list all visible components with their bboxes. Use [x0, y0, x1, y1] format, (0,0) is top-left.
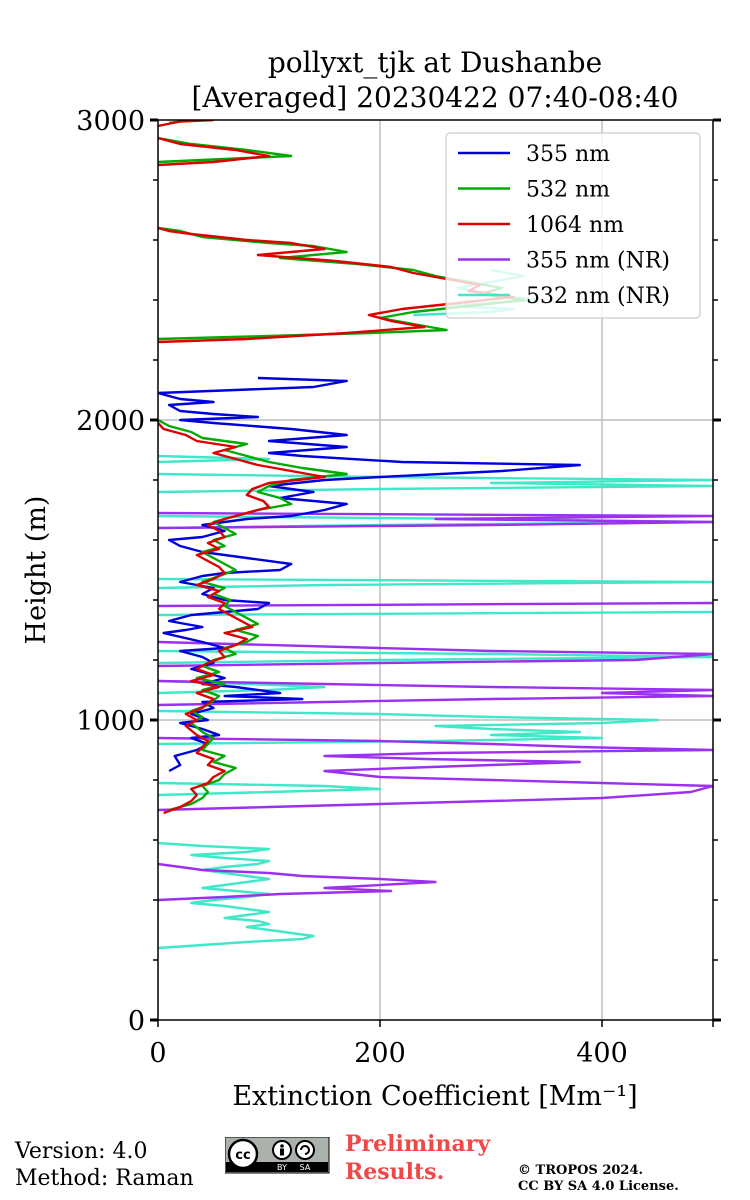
preliminary-notice-line1: Preliminary	[345, 1131, 491, 1157]
y-tick-label: 3000	[76, 106, 145, 137]
legend-label: 532 nm (NR)	[526, 284, 670, 309]
series-line-355-nm-nr	[158, 511, 713, 902]
svg-text:BY: BY	[277, 1163, 287, 1172]
method-label: Method: Raman	[15, 1166, 194, 1191]
series-line-355-nm	[158, 376, 581, 773]
x-axis-label: Extinction Coefficient [Mm⁻¹]	[232, 1081, 637, 1112]
legend-box	[445, 132, 701, 319]
legend-label: 1064 nm	[526, 213, 624, 238]
series-line-532-nm-nr	[158, 268, 713, 950]
x-tick-label: 400	[576, 1038, 628, 1069]
copyright-line2: CC BY SA 4.0 License.	[518, 1179, 679, 1194]
y-axis-label: Height (m)	[21, 496, 52, 645]
svg-text:cc: cc	[235, 1148, 250, 1163]
chart-title: pollyxt_tjk at Dushanbe	[268, 46, 602, 79]
legend-label: 355 nm (NR)	[526, 249, 670, 274]
tick-layer: 0 200 400 0 1000 2000 3000	[76, 106, 721, 1069]
version-label: Version: 4.0	[15, 1139, 148, 1164]
svg-text:SA: SA	[300, 1163, 311, 1172]
legend-label: 532 nm	[526, 178, 610, 203]
plot-frame	[157, 119, 714, 1021]
x-tick-label: 0	[149, 1038, 166, 1069]
chart-subtitle: [Averaged] 20230422 07:40-08:40	[192, 81, 679, 114]
sa-sharealike-icon	[295, 1140, 315, 1160]
legend-label: 355 nm	[526, 142, 610, 167]
y-tick-label: 2000	[76, 406, 145, 437]
copyright-line1: © TROPOS 2024.	[518, 1163, 644, 1178]
preliminary-notice-line2: Results.	[345, 1159, 445, 1185]
cc-icon	[227, 1138, 259, 1170]
y-tick-label: 1000	[76, 706, 145, 737]
cc-by-sa-license-icon: cc BY SA	[225, 1137, 330, 1174]
x-tick-label: 200	[354, 1038, 406, 1069]
y-tick-label: 0	[128, 1006, 145, 1037]
chart-legend: 355 nm 532 nm 1064 nm 355 nm (NR) 532 nm (NR…	[445, 132, 701, 319]
